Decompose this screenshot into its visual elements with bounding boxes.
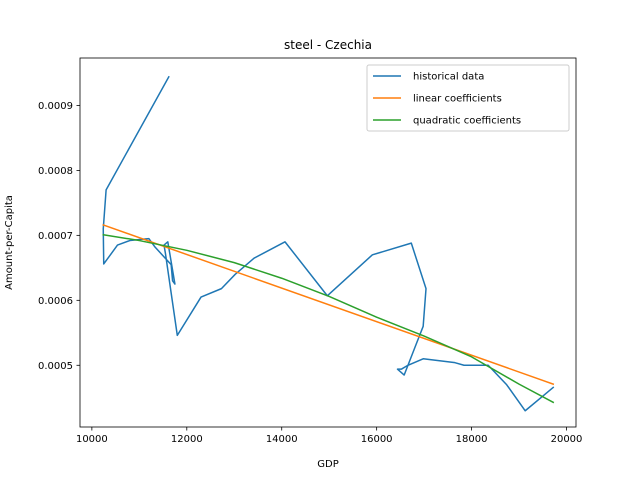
legend: historical data linear coefficients quadra… — [366, 64, 570, 132]
series-line-linear-coefficients — [102, 224, 555, 386]
x-tick-label: 18000 — [456, 434, 488, 445]
x-tick-label: 16000 — [361, 434, 393, 445]
x-tick-label: 10000 — [76, 434, 108, 445]
x-axis-label: GDP — [317, 459, 338, 470]
y-tick-label: 0.0005 — [38, 361, 73, 372]
chart-title: steel - Czechia — [284, 38, 372, 52]
series-line-quadratic-coefficients — [102, 233, 555, 404]
legend-label-linear-coefficients: linear coefficients — [413, 94, 502, 105]
y-tick-label: 0.0006 — [38, 296, 73, 307]
legend-label-historical-data: historical data — [413, 72, 484, 83]
x-tick-label: 20000 — [551, 434, 583, 445]
y-tick-label: 0.0007 — [38, 231, 73, 242]
plot-frame — [79, 57, 577, 428]
y-axis-ticks: 0.0005 0.0006 0.0007 0.0008 0.0009 — [38, 101, 80, 372]
y-tick-label: 0.0008 — [38, 166, 73, 177]
x-axis-ticks: 10000 12000 14000 16000 18000 20000 — [76, 427, 582, 445]
legend-box — [366, 64, 570, 132]
y-axis-label: Amount-per-Capita — [4, 195, 15, 290]
legend-label-quadratic-coefficients: quadratic coefficients — [413, 116, 521, 127]
series-line-historical-data — [102, 75, 555, 412]
y-tick-label: 0.0009 — [38, 101, 73, 112]
x-tick-label: 14000 — [266, 434, 298, 445]
plot-lines — [102, 75, 555, 412]
x-tick-label: 12000 — [171, 434, 203, 445]
